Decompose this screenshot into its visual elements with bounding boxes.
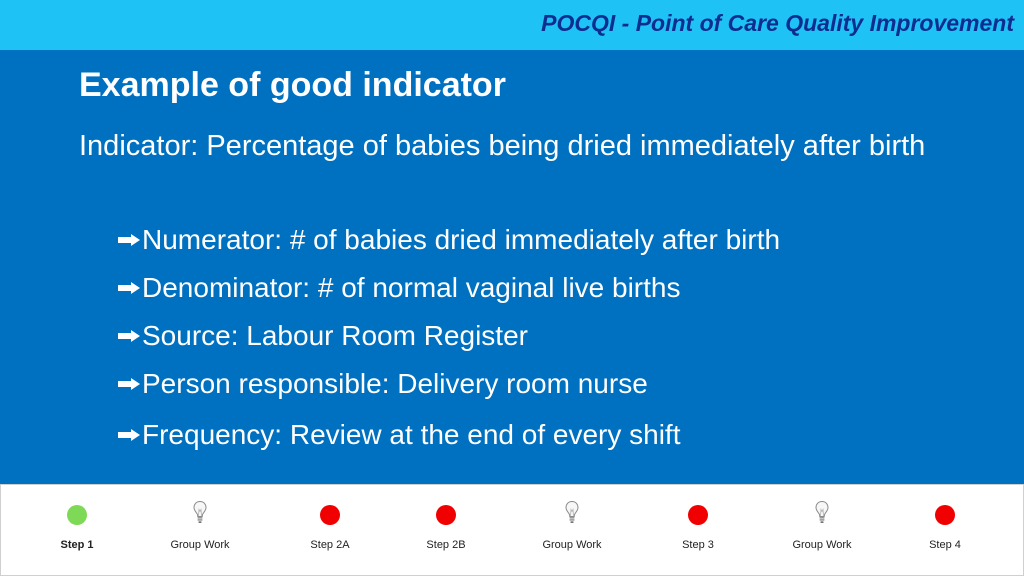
slide-title: Example of good indicator: [79, 66, 506, 104]
pending-step-dot-icon: [320, 505, 340, 525]
step-label: Step 2B: [426, 539, 466, 551]
lightbulb-icon: [815, 500, 829, 530]
group-work-1-nav[interactable]: Group Work: [140, 485, 260, 575]
active-step-dot-icon: [67, 505, 87, 525]
bullet-item-source: Source: Labour Room Register: [118, 312, 780, 360]
step-4-nav[interactable]: Step 4: [885, 485, 1005, 575]
step-label: Group Work: [542, 539, 602, 551]
lightbulb-icon: [565, 500, 579, 530]
step-2a-nav[interactable]: Step 2A: [270, 485, 390, 575]
step-label: Group Work: [792, 539, 852, 551]
bullet-item-numerator: Numerator: # of babies dried immediately…: [118, 216, 780, 264]
arrow-right-icon: [118, 330, 142, 342]
bullet-text: Source: Labour Room Register: [142, 320, 528, 351]
arrow-right-icon: [118, 429, 142, 441]
pending-step-dot-icon: [688, 505, 708, 525]
arrow-right-icon: [118, 378, 142, 390]
bullet-text: Numerator: # of babies dried immediately…: [142, 224, 781, 255]
bullet-text: Person responsible: Delivery room nurse: [142, 368, 648, 399]
step-label: Step 1: [60, 539, 94, 551]
arrow-right-icon: [118, 234, 142, 246]
bullet-item-person-responsible: Person responsible: Delivery room nurse: [118, 360, 780, 408]
step-label: Step 4: [929, 539, 961, 551]
arrow-right-icon: [118, 282, 142, 294]
slide-content: Example of good indicator Indicator: Per…: [0, 50, 1024, 484]
step-label: Step 2A: [310, 539, 350, 551]
bullet-list: Numerator: # of babies dried immediately…: [118, 216, 780, 459]
group-work-3-nav[interactable]: Group Work: [762, 485, 882, 575]
step-3-nav[interactable]: Step 3: [638, 485, 758, 575]
step-1-nav[interactable]: Step 1: [17, 485, 137, 575]
pending-step-dot-icon: [436, 505, 456, 525]
bullet-item-denominator: Denominator: # of normal vaginal live bi…: [118, 264, 780, 312]
header-bar: POCQI - Point of Care Quality Improvemen…: [0, 0, 1024, 50]
brand-title: POCQI - Point of Care Quality Improvemen…: [541, 10, 1014, 36]
step-2b-nav[interactable]: Step 2B: [386, 485, 506, 575]
indicator-text: Indicator: Percentage of babies being dr…: [79, 130, 926, 162]
step-navigation: Step 1 Group Work Step 2A Step 2B Group …: [0, 484, 1024, 576]
step-label: Step 3: [682, 539, 714, 551]
bullet-text: Denominator: # of normal vaginal live bi…: [142, 272, 681, 303]
step-label: Group Work: [170, 539, 230, 551]
lightbulb-icon: [193, 500, 207, 530]
pending-step-dot-icon: [935, 505, 955, 525]
group-work-2-nav[interactable]: Group Work: [512, 485, 632, 575]
bullet-text: Frequency: Review at the end of every sh…: [142, 419, 681, 450]
bullet-item-frequency: Frequency: Review at the end of every sh…: [118, 411, 780, 459]
